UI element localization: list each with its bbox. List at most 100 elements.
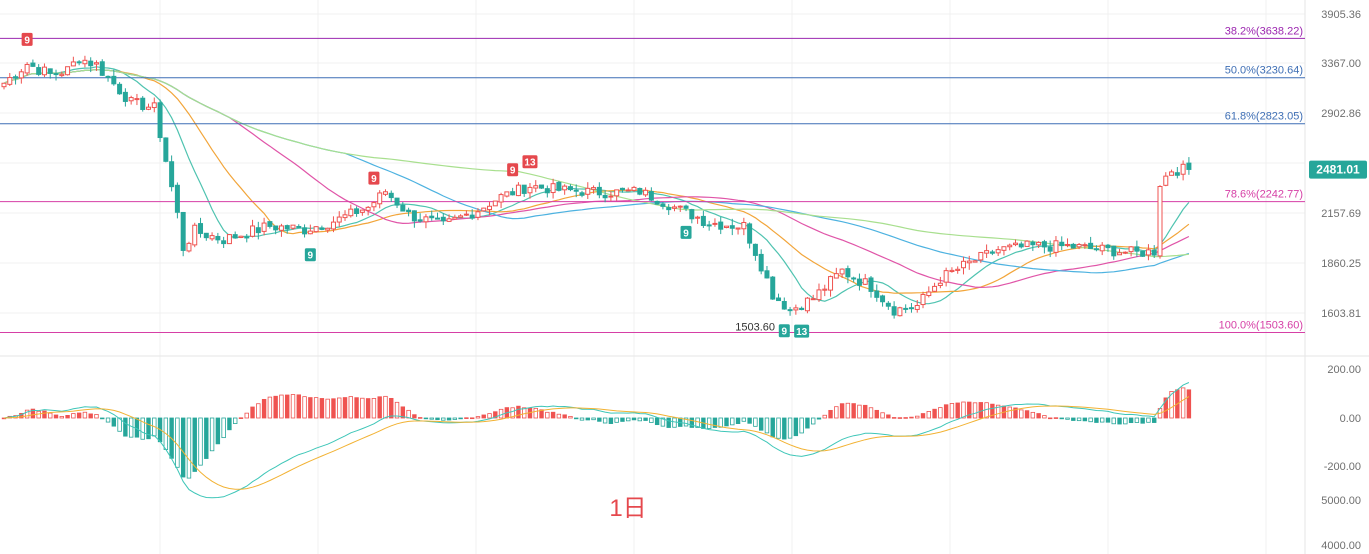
macd-histogram-bar <box>331 398 336 419</box>
candle-body <box>810 298 816 301</box>
macd-histogram-bar <box>724 417 729 427</box>
candle-body <box>735 227 741 230</box>
td-marker-badge <box>680 225 692 239</box>
candle-body <box>1001 246 1007 251</box>
candle-body <box>59 73 65 77</box>
price-tick-label: 3905.36 <box>1321 9 1361 21</box>
candle-body <box>452 216 458 220</box>
candle-body <box>822 288 828 291</box>
candle-body <box>527 186 533 194</box>
macd-layer <box>1 382 1192 499</box>
fib-level-label: 50.0%(3230.64) <box>1225 65 1303 77</box>
macd-histogram-bar <box>498 408 504 419</box>
price-tick-label: 1603.81 <box>1321 308 1361 320</box>
macd-histogram-bar <box>874 409 879 419</box>
candle-body <box>937 282 943 286</box>
macd-histogram-bar <box>545 411 550 419</box>
candle-body <box>596 186 602 196</box>
low-price-marker: 1503.60 <box>735 322 775 334</box>
candle-body <box>724 225 729 229</box>
candle-body <box>440 216 446 222</box>
candle-body <box>232 234 238 239</box>
candle-body <box>76 61 82 64</box>
macd-histogram-bar <box>903 417 908 419</box>
candle-body <box>654 200 660 205</box>
candle-body <box>643 189 649 196</box>
macd-histogram-bar <box>811 417 816 425</box>
candle-body <box>874 290 880 298</box>
macd-histogram-bar <box>354 397 359 419</box>
candle-body <box>463 213 469 216</box>
macd-histogram-bar <box>1019 409 1024 419</box>
candle-body <box>157 102 163 139</box>
candle-body <box>839 268 845 275</box>
macd-histogram-bar <box>1152 417 1157 423</box>
macd-histogram-bar <box>111 417 117 427</box>
macd-histogram-bar <box>631 417 637 421</box>
macd-histogram-bar <box>539 409 544 419</box>
candle-body <box>695 216 701 219</box>
candle-body <box>1041 241 1047 248</box>
candle-body <box>41 66 47 76</box>
macd-tick-label: 0.00 <box>1340 413 1361 425</box>
candle-body <box>435 217 440 220</box>
macd-histogram-bar <box>24 409 30 419</box>
td-marker-badge <box>21 32 33 46</box>
macd-histogram-bar <box>1105 417 1111 423</box>
macd-histogram-bar <box>990 403 995 419</box>
macd-histogram-bar <box>597 417 602 422</box>
candle-body <box>88 60 94 67</box>
macd-histogram-bar <box>943 404 949 419</box>
macd-histogram-bar <box>574 417 579 420</box>
td-marker-text: 13 <box>796 327 808 338</box>
candle-body <box>539 184 545 189</box>
moving-average-line <box>3 69 1189 258</box>
macd-histogram-bar <box>562 414 567 419</box>
candle-body <box>1163 175 1169 186</box>
candle-body <box>261 222 267 232</box>
macd-histogram-bar <box>834 406 839 419</box>
macd-histogram-bar <box>764 417 770 434</box>
td-marker-badge <box>368 171 380 185</box>
macd-histogram-bar <box>394 401 400 419</box>
candle-body <box>423 216 429 223</box>
candle-body <box>198 223 204 234</box>
macd-histogram-bar <box>1076 417 1082 422</box>
macd-histogram-bar <box>880 412 885 419</box>
macd-histogram-bar <box>389 397 394 419</box>
macd-histogram-bar <box>683 417 689 427</box>
macd-histogram-bar <box>337 397 342 419</box>
candle-body <box>828 276 834 291</box>
last-price-label: 2481.01 <box>1316 163 1360 177</box>
candle-body <box>868 277 874 292</box>
macd-histogram-bar <box>741 417 747 422</box>
candle-body <box>359 209 365 213</box>
candle-body <box>648 191 654 201</box>
macd-histogram-bar <box>1007 406 1012 419</box>
candle-body <box>619 187 625 191</box>
macd-histogram-bar <box>319 398 325 419</box>
td-marker-text: 9 <box>683 228 689 239</box>
candle-body <box>885 302 891 307</box>
macd-histogram-bar <box>76 412 82 419</box>
macd-histogram-bar <box>348 396 353 419</box>
candle-body <box>1105 244 1111 249</box>
macd-histogram-bar <box>238 417 244 419</box>
macd-histogram-bar <box>660 417 666 427</box>
macd-histogram-bar <box>493 411 498 419</box>
candle-body <box>677 205 683 208</box>
macd-dif-line <box>3 382 1190 499</box>
macd-histogram-bar <box>672 417 677 428</box>
macd-histogram-bar <box>799 417 804 434</box>
candle-body <box>995 249 1001 254</box>
candle-body <box>128 97 134 102</box>
macd-histogram-bar <box>481 414 486 419</box>
macd-histogram-bar <box>48 412 53 419</box>
macd-histogram-bar <box>1024 410 1030 419</box>
candle-body <box>209 235 215 240</box>
candle-body <box>469 214 475 219</box>
macd-tick-label: 200.00 <box>1327 364 1361 376</box>
td-marker-badge <box>794 324 810 338</box>
candle-body <box>371 202 377 208</box>
